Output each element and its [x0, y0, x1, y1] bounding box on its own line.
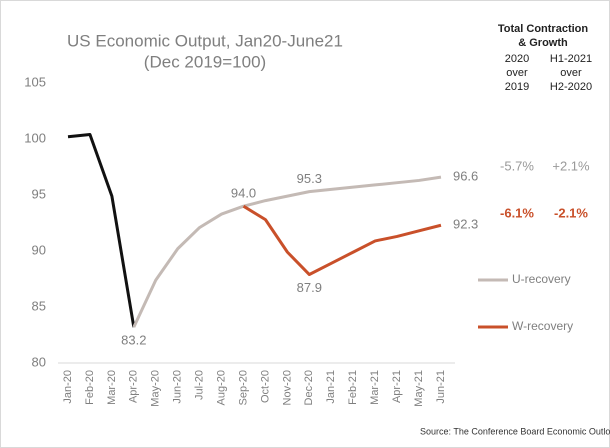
table-cell: -5.7% [500, 158, 534, 173]
source: Source: The Conference Board Economic Ou… [420, 426, 610, 436]
x-tick-label: Jun-21 [435, 370, 447, 404]
table-cell: -6.1% [500, 205, 534, 220]
table-column-header: H2-2020 [550, 81, 592, 93]
data-label: 94.0 [231, 186, 256, 201]
table-title: Total Contraction [498, 23, 589, 35]
table-title: & Growth [518, 37, 568, 49]
y-tick-label: 90 [32, 242, 46, 257]
series-line [67, 133, 136, 328]
table-column-header: 2020 [505, 53, 529, 65]
y-tick-label: 105 [24, 74, 46, 89]
y-tick-label: 85 [32, 298, 46, 313]
x-tick-label: Nov-20 [281, 370, 293, 405]
legend-label: W-recovery [512, 319, 573, 333]
data-label: 96.6 [453, 169, 478, 184]
x-tick-label: Mar-21 [369, 370, 381, 405]
x-tick-label: May-21 [413, 370, 425, 407]
x-tick-label: Dec-20 [303, 370, 315, 405]
x-tick-label: Sep-20 [237, 370, 249, 405]
y-tick-label: 80 [32, 354, 46, 369]
table-column-header: over [506, 67, 528, 79]
x-tick-label: Jun-20 [172, 370, 184, 404]
x-tick-label: Apr-20 [128, 370, 140, 403]
table-column-header: H1-2021 [550, 53, 592, 65]
data-label: 83.2 [121, 333, 146, 348]
x-tick-label: Apr-21 [391, 370, 403, 403]
y-tick-label: 95 [32, 186, 46, 201]
x-tick-label: Aug-20 [215, 370, 227, 405]
table-column-header: 2019 [505, 81, 529, 93]
x-tick-label: May-20 [150, 370, 162, 407]
x-tick-label: Jan-21 [325, 370, 337, 404]
x-tick-label: Feb-21 [347, 370, 359, 405]
x-tick-label: Mar-20 [106, 370, 118, 405]
table-column-header: over [560, 67, 582, 79]
legend-label: U-recovery [512, 272, 571, 286]
x-tick-label: Jan-20 [62, 370, 74, 404]
data-label: 95.3 [297, 171, 322, 186]
table-cell: -2.1% [554, 205, 588, 220]
data-label: 87.9 [297, 280, 322, 295]
x-tick-label: Feb-20 [84, 370, 96, 405]
series-line [242, 204, 442, 277]
x-tick-label: Jul-20 [194, 370, 206, 400]
y-tick-label: 100 [24, 130, 46, 145]
chart-title: US Economic Output, Jan20-June21 [67, 31, 343, 50]
series-line [132, 175, 442, 328]
data-label: 92.3 [453, 217, 478, 232]
chart-subtitle: (Dec 2019=100) [144, 52, 266, 71]
table-cell: +2.1% [552, 158, 590, 173]
x-tick-label: Oct-20 [259, 370, 271, 403]
